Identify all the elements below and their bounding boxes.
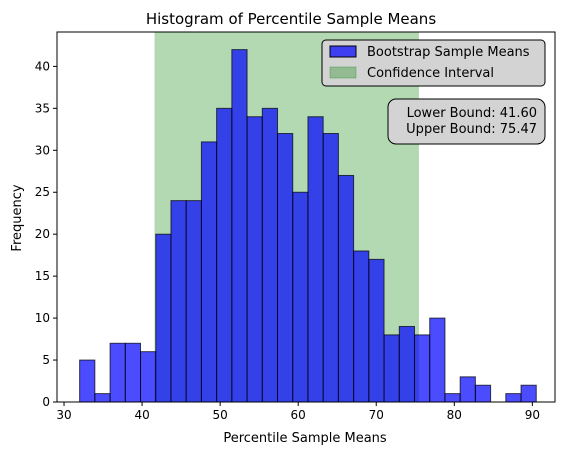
lower-bound-text: Lower Bound: 41.60 xyxy=(407,106,537,121)
y-axis: 0 5 10 15 20 25 30 35 40 xyxy=(35,59,57,409)
histogram-bar xyxy=(368,258,385,403)
legend-swatch-bootstrap xyxy=(329,45,357,58)
y-tick-label: 30 xyxy=(35,143,50,157)
y-axis-label: Frequency xyxy=(10,184,25,251)
legend-swatch-confidence-interval xyxy=(329,66,357,79)
legend-frame xyxy=(321,39,546,87)
y-tick-label: 5 xyxy=(42,353,50,367)
histogram-bar xyxy=(216,107,233,403)
histogram-bar xyxy=(170,200,187,403)
histogram-bar xyxy=(429,317,446,403)
upper-bound-text: Upper Bound: 75.47 xyxy=(406,122,537,137)
chart-title: Histogram of Percentile Sample Means xyxy=(146,10,436,28)
x-tick-label: 40 xyxy=(134,408,149,422)
y-tick-label: 15 xyxy=(35,269,50,283)
histogram-bar xyxy=(307,116,324,403)
histogram-bar xyxy=(383,334,400,403)
histogram-bar xyxy=(459,376,476,403)
bounds-annotation-frame xyxy=(387,98,546,145)
x-tick-label: 90 xyxy=(525,408,540,422)
y-tick-label: 35 xyxy=(35,101,50,115)
y-tick-label: 0 xyxy=(42,395,50,409)
y-tick-label: 40 xyxy=(35,59,50,73)
x-axis: 30 40 50 60 70 80 90 xyxy=(56,402,540,422)
legend: Bootstrap Sample Means Confidence Interv… xyxy=(321,39,546,87)
y-tick-label: 20 xyxy=(35,227,50,241)
histogram-bar xyxy=(474,384,492,403)
histogram-bar xyxy=(94,393,111,403)
histogram-bar xyxy=(155,233,172,403)
y-tick-label: 25 xyxy=(35,185,50,199)
histogram-bar xyxy=(353,250,370,403)
plot-area xyxy=(56,31,556,403)
histogram-bar xyxy=(200,141,218,403)
x-tick-label: 30 xyxy=(56,408,71,422)
x-tick-label: 50 xyxy=(212,408,227,422)
x-axis-label: Percentile Sample Means xyxy=(223,431,387,446)
x-tick-label: 60 xyxy=(291,408,306,422)
histogram-bar xyxy=(124,342,142,403)
legend-label-bootstrap: Bootstrap Sample Means xyxy=(367,45,530,60)
legend-label-confidence-interval: Confidence Interval xyxy=(367,66,494,81)
histogram-bar xyxy=(277,133,294,403)
plot-frame xyxy=(56,31,556,403)
histogram-bar xyxy=(185,200,202,403)
histogram-bar xyxy=(261,107,279,403)
y-tick-label: 10 xyxy=(35,311,50,325)
histogram-bar xyxy=(246,116,263,403)
histogram-bar xyxy=(79,359,96,403)
bounds-annotation: Lower Bound: 41.60 Upper Bound: 75.47 xyxy=(387,98,546,145)
histogram-bar xyxy=(520,384,537,403)
histogram-bar xyxy=(337,174,355,403)
histogram-bar xyxy=(505,393,522,403)
histogram-bar xyxy=(109,342,126,403)
histogram-bar xyxy=(398,325,415,403)
histogram-bars xyxy=(79,49,537,403)
histogram-bar xyxy=(322,133,339,403)
x-tick-label: 80 xyxy=(447,408,462,422)
histogram-bar xyxy=(413,334,431,403)
x-tick-label: 70 xyxy=(369,408,384,422)
histogram-bar xyxy=(140,351,157,403)
histogram-bar xyxy=(231,49,248,403)
histogram-bar xyxy=(292,191,309,403)
histogram-bar xyxy=(444,393,461,403)
